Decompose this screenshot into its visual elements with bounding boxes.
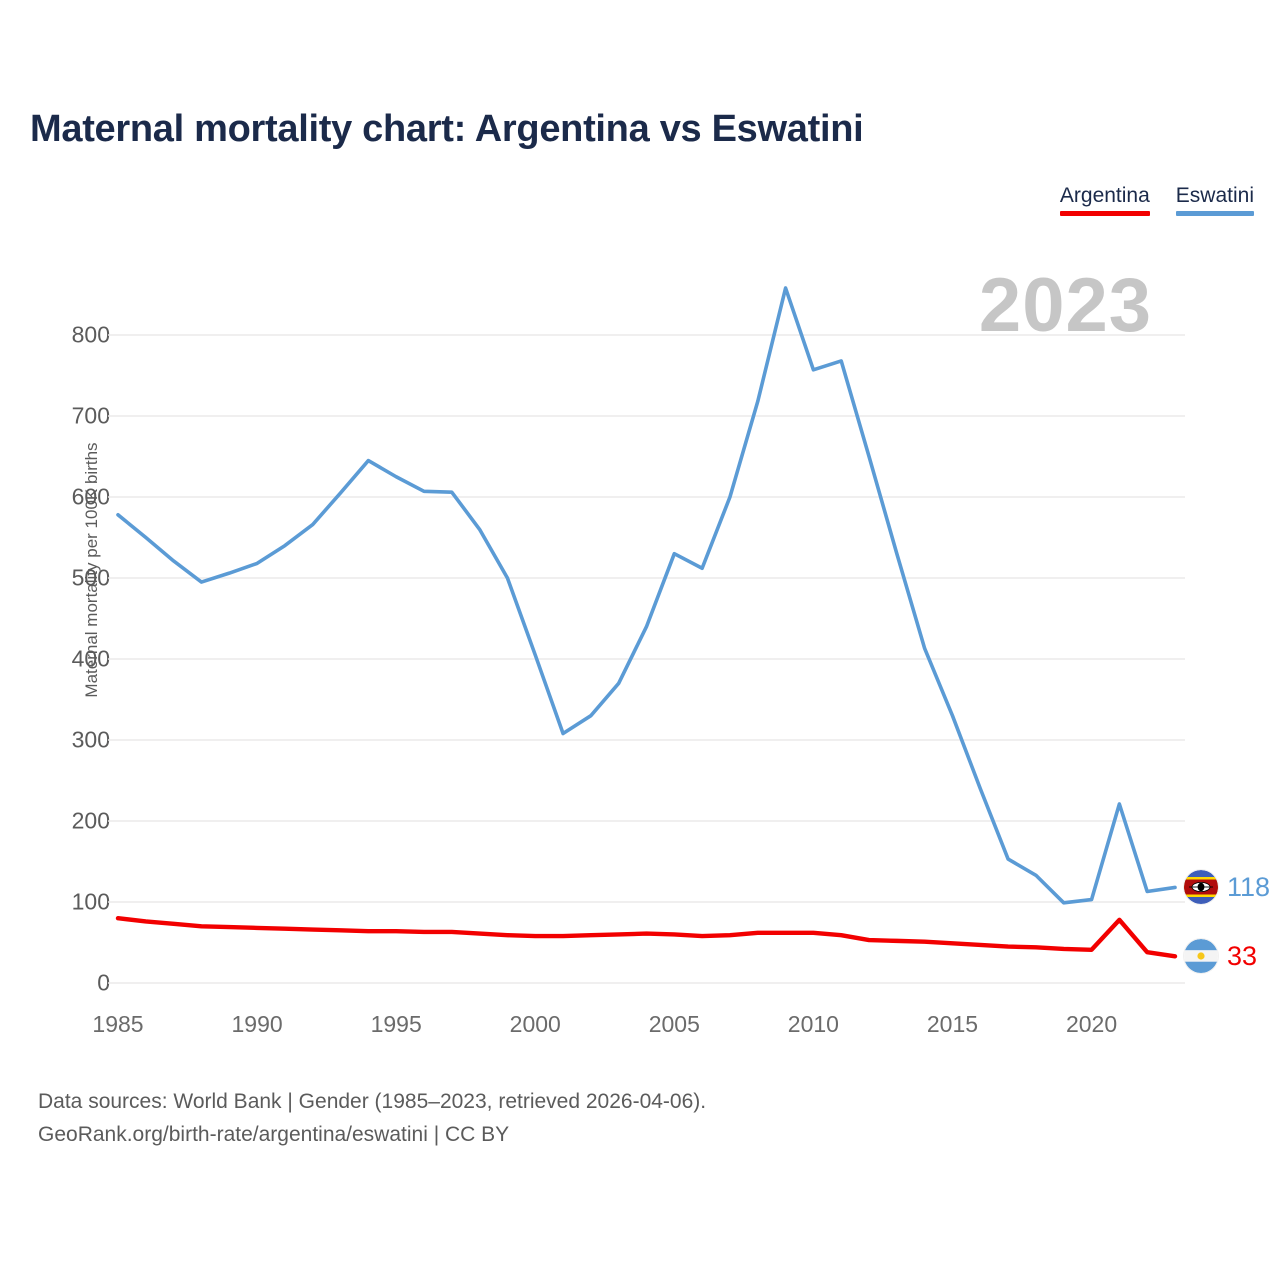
chart-legend: Argentina Eswatini <box>1059 184 1254 217</box>
y-tick-label: 100 <box>71 888 110 915</box>
y-axis-ticks: 0 100 200 300 400 500 600 700 800 <box>38 0 110 1280</box>
legend-item-eswatini[interactable]: Eswatini <box>1175 184 1254 217</box>
x-tick-label: 1985 <box>92 1011 144 1037</box>
x-tick-label: 2010 <box>787 1011 839 1037</box>
y-tick-label: 800 <box>71 321 110 348</box>
argentina-flag-icon <box>1184 939 1218 974</box>
x-tick-label: 1990 <box>231 1011 283 1037</box>
series-line-eswatini <box>116 286 1177 905</box>
legend-item-argentina[interactable]: Argentina <box>1059 184 1150 217</box>
x-tick-label: 2000 <box>509 1011 561 1037</box>
legend-label-eswatini: Eswatini <box>1175 184 1254 207</box>
y-tick-label: 700 <box>71 402 110 429</box>
end-label-argentina: 33 <box>1184 939 1258 974</box>
year-watermark: 2023 <box>978 263 1152 348</box>
end-label-value-eswatini: 118 <box>1227 871 1271 902</box>
page-title: Maternal mortality chart: Argentina vs E… <box>30 108 864 150</box>
eswatini-flag-icon <box>1184 870 1218 905</box>
footer-line-1: Data sources: World Bank | Gender (1985–… <box>38 1090 707 1113</box>
legend-label-argentina: Argentina <box>1059 184 1150 207</box>
footer-text: Data sources: World Bank | Gender (1985–… <box>38 1086 706 1151</box>
y-tick-label: 0 <box>97 969 110 996</box>
y-tick-label: 300 <box>71 726 110 753</box>
footer-line-2: GeoRank.org/birth-rate/argentina/eswatin… <box>38 1122 510 1146</box>
data-lines <box>115 286 1178 959</box>
y-tick-label: 200 <box>71 807 110 834</box>
y-tick-label: 600 <box>71 483 110 510</box>
y-tick-label: 500 <box>71 564 110 591</box>
x-tick-label: 2020 <box>1065 1011 1118 1037</box>
series-line-argentina <box>115 916 1178 959</box>
gridlines <box>108 334 1185 984</box>
x-tick-label: 2015 <box>926 1011 979 1037</box>
legend-swatch-eswatini <box>1175 211 1254 217</box>
legend-swatch-argentina <box>1059 211 1150 217</box>
y-tick-label: 400 <box>71 645 110 672</box>
x-tick-label: 2005 <box>648 1011 700 1037</box>
end-label-value-argentina: 33 <box>1227 940 1258 971</box>
end-label-eswatini: 118 <box>1184 870 1271 905</box>
x-tick-label: 1995 <box>370 1011 422 1037</box>
